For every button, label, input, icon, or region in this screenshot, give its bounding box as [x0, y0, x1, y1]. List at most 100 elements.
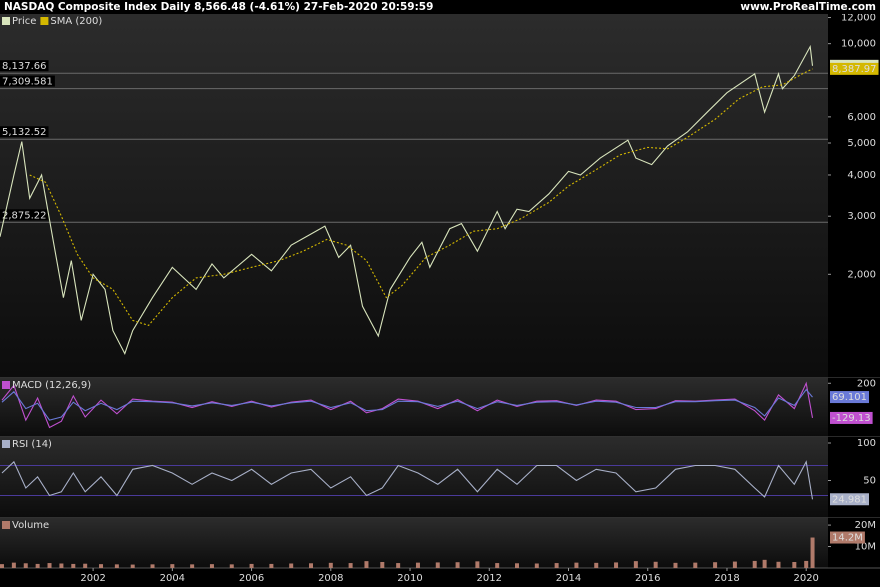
x-tick-label: 2004: [160, 573, 185, 584]
last-value-bg: [830, 62, 879, 75]
header-title: NASDAQ Composite Index Daily 8,566.48 (-…: [4, 1, 433, 13]
y-tick-label: 10M: [855, 542, 876, 553]
x-tick-label: 2010: [397, 573, 422, 584]
bar: [190, 564, 195, 568]
legend-label: SMA (200): [50, 16, 102, 27]
legend-swatch: [2, 381, 10, 389]
bar: [515, 563, 520, 568]
x-tick-label: 2006: [239, 573, 264, 584]
legend-label: Price: [12, 16, 36, 27]
bar: [71, 563, 76, 568]
panel-background: [0, 437, 828, 518]
y-tick-label: 4,000: [847, 170, 876, 181]
series-line: [1, 388, 813, 421]
bar: [47, 563, 52, 568]
bar: [633, 561, 638, 568]
bar: [804, 560, 809, 568]
bar: [396, 563, 401, 568]
bar: [0, 564, 4, 568]
panel-background: [0, 14, 828, 378]
y-tick-label: 3,000: [847, 211, 876, 222]
legend-swatch: [40, 17, 49, 25]
axis-background: [828, 378, 880, 437]
bar: [328, 562, 333, 568]
bar: [435, 562, 440, 568]
last-value-bg: [830, 493, 869, 506]
level-label-bg: [0, 126, 49, 138]
legend-swatch: [2, 521, 10, 529]
y-tick-label: 10,000: [841, 39, 876, 50]
legend-label: Volume: [12, 520, 49, 531]
bar: [455, 562, 460, 568]
level-label: 2,875.22: [2, 210, 47, 221]
last-value-bg: [830, 391, 869, 404]
last-value-label: 69.101: [832, 392, 867, 403]
x-tick-label: 2014: [556, 573, 581, 584]
header-site: www.ProRealTime.com: [740, 1, 876, 13]
bar: [348, 563, 353, 568]
bar: [732, 561, 737, 568]
bar: [415, 562, 420, 568]
bar: [693, 562, 698, 568]
x-tick-label: 2008: [318, 573, 343, 584]
panel-background: [0, 378, 828, 437]
bar: [594, 562, 599, 568]
bar: [83, 563, 88, 568]
legend-swatch: [2, 440, 10, 448]
bar: [209, 564, 214, 568]
bar: [59, 563, 64, 568]
legend-label: MACD (12,26,9): [12, 380, 91, 391]
panels: 12,000 10,000 6,000 5,000 4,000 3,000 2,000 8,1…: [0, 13, 880, 584]
level-label-bg: [0, 60, 49, 72]
panel-background: [0, 518, 828, 568]
bar: [35, 563, 40, 568]
y-tick-label: 12,000: [841, 13, 876, 24]
bar: [554, 563, 559, 568]
bar: [574, 562, 579, 568]
x-tick-label: 2012: [477, 573, 502, 584]
legend-label: RSI (14): [12, 439, 52, 450]
bar: [269, 563, 274, 568]
bar: [614, 562, 619, 568]
y-tick-label: 100: [857, 438, 876, 449]
bar: [534, 563, 539, 568]
bar: [364, 561, 369, 568]
last-value-label: 24.981: [832, 494, 867, 505]
bar: [150, 564, 155, 568]
bar: [475, 561, 480, 568]
last-value-label: -129.13: [832, 413, 871, 424]
y-tick-label: 6,000: [847, 112, 876, 123]
last-value-bg: [830, 411, 873, 424]
legend-swatch: [2, 17, 10, 25]
y-tick-label: 5,000: [847, 138, 876, 149]
series-line: [1, 460, 814, 500]
x-tick-label: 2020: [793, 573, 818, 584]
bar: [380, 561, 385, 568]
level-label-bg: [0, 209, 49, 221]
level-label: 5,132.52: [2, 127, 47, 138]
bar: [792, 561, 797, 568]
last-value-label: 14.2M: [832, 533, 863, 544]
bar: [713, 562, 718, 568]
series-line: [0, 44, 814, 355]
bar: [653, 561, 658, 568]
bar: [130, 564, 135, 568]
bar: [673, 562, 678, 568]
y-tick-label: 2,000: [847, 269, 876, 280]
bar: [810, 537, 815, 568]
bar: [229, 564, 234, 568]
level-label-bg: [0, 75, 55, 87]
header-bar: [0, 0, 880, 14]
bar: [23, 563, 28, 568]
bar: [308, 563, 313, 568]
last-value-label: 8,387.97: [832, 64, 877, 75]
x-tick-label: 2016: [635, 573, 660, 584]
bar: [11, 562, 16, 568]
level-label: 8,137.66: [2, 61, 47, 72]
x-tick-label: 2002: [80, 573, 105, 584]
bar: [762, 559, 767, 568]
bar: [249, 563, 254, 568]
y-tick-label: 20M: [855, 520, 876, 531]
